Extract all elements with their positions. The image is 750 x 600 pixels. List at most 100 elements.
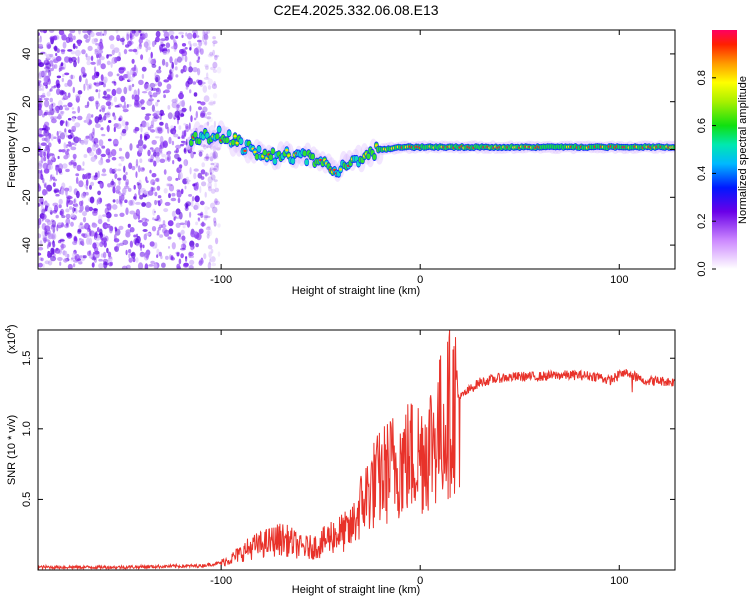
noise-dot [70,221,74,227]
noise-dot [66,199,69,208]
noise-dot [62,95,69,100]
noise-dot [161,58,166,66]
colorbar-tick-label: 0.8 [696,70,708,85]
noise-dot [71,125,77,133]
noise-dot [193,204,199,210]
noise-dot [209,101,216,106]
noise-dot [132,48,138,53]
noise-dot [102,76,108,84]
noise-dot [80,192,87,199]
noise-dot [70,56,77,62]
noise-dot [58,198,63,205]
noise-dot [71,107,75,110]
noise-dot [55,214,59,219]
noise-dot [157,127,163,134]
noise-dot [194,195,200,203]
noise-dot [95,89,99,93]
noise-dot [153,160,157,167]
noise-dot [175,177,179,181]
noise-dot [54,190,57,194]
noise-dot [106,125,110,131]
noise-dot [96,71,100,77]
noise-dot [190,245,194,251]
noise-dot [154,191,158,197]
noise-dot [177,232,182,237]
noise-dot [180,244,183,249]
noise-dot [181,43,187,47]
noise-dot [214,198,219,204]
noise-dot [91,75,96,80]
noise-dot [135,158,139,167]
noise-dot [95,231,98,239]
noise-dot [148,91,152,96]
noise-dot [209,172,213,176]
noise-dot [44,260,50,265]
noise-dot [138,79,144,86]
colorbar-label: Normalized spectral amplitude [737,76,749,224]
x-tick-label: 0 [417,274,423,286]
noise-dot [79,237,82,241]
noise-dot [48,104,54,111]
noise-dot [207,116,213,123]
noise-dot [60,62,64,67]
noise-dot [178,171,183,180]
noise-dot [210,174,216,181]
noise-dot [148,57,153,64]
noise-dot [38,72,42,80]
noise-dot [184,55,188,63]
noise-dot [45,135,50,143]
noise-dot [213,152,217,160]
noise-dot [73,162,77,167]
noise-dot [56,48,60,53]
noise-dot [206,230,211,235]
noise-dot [200,222,206,227]
noise-dot [108,256,113,262]
noise-dot [154,72,157,78]
noise-dot [102,33,105,36]
noise-dot [190,115,193,123]
noise-dot [103,115,107,121]
noise-dot [152,208,156,216]
noise-dot [52,242,56,248]
spectrogram-signal-track [187,120,675,182]
noise-dot [204,215,211,218]
noise-dot [61,33,66,41]
noise-dot [125,249,128,256]
noise-dot [168,30,175,36]
noise-dot [213,200,218,204]
noise-dot [124,199,128,203]
noise-dot [62,136,65,140]
noise-dot [189,211,192,218]
noise-dot [105,211,112,219]
noise-dot [40,257,44,262]
noise-dot [161,153,167,158]
noise-dot [39,151,43,158]
noise-dot [189,47,192,51]
noise-dot [140,54,144,60]
noise-dot [103,32,107,36]
track-peak [235,141,239,145]
noise-dot [114,105,120,108]
track-core [290,158,295,164]
noise-dot [99,228,103,236]
noise-dot [128,162,133,170]
noise-dot [149,169,152,174]
noise-dot [82,216,87,223]
noise-dot [170,46,177,50]
noise-dot [171,101,178,109]
noise-dot [60,66,65,70]
noise-dot [123,165,126,173]
noise-dot [51,86,56,89]
noise-dot [204,40,208,46]
noise-dot [75,176,79,185]
noise-dot [159,135,164,144]
noise-dot [77,90,83,95]
noise-dot [125,44,130,48]
noise-dot [201,162,205,168]
noise-dot [159,158,166,163]
noise-dot [135,67,138,74]
noise-dot [141,106,146,110]
noise-dot [138,30,141,34]
noise-dot [174,153,180,160]
noise-dot [59,132,66,140]
